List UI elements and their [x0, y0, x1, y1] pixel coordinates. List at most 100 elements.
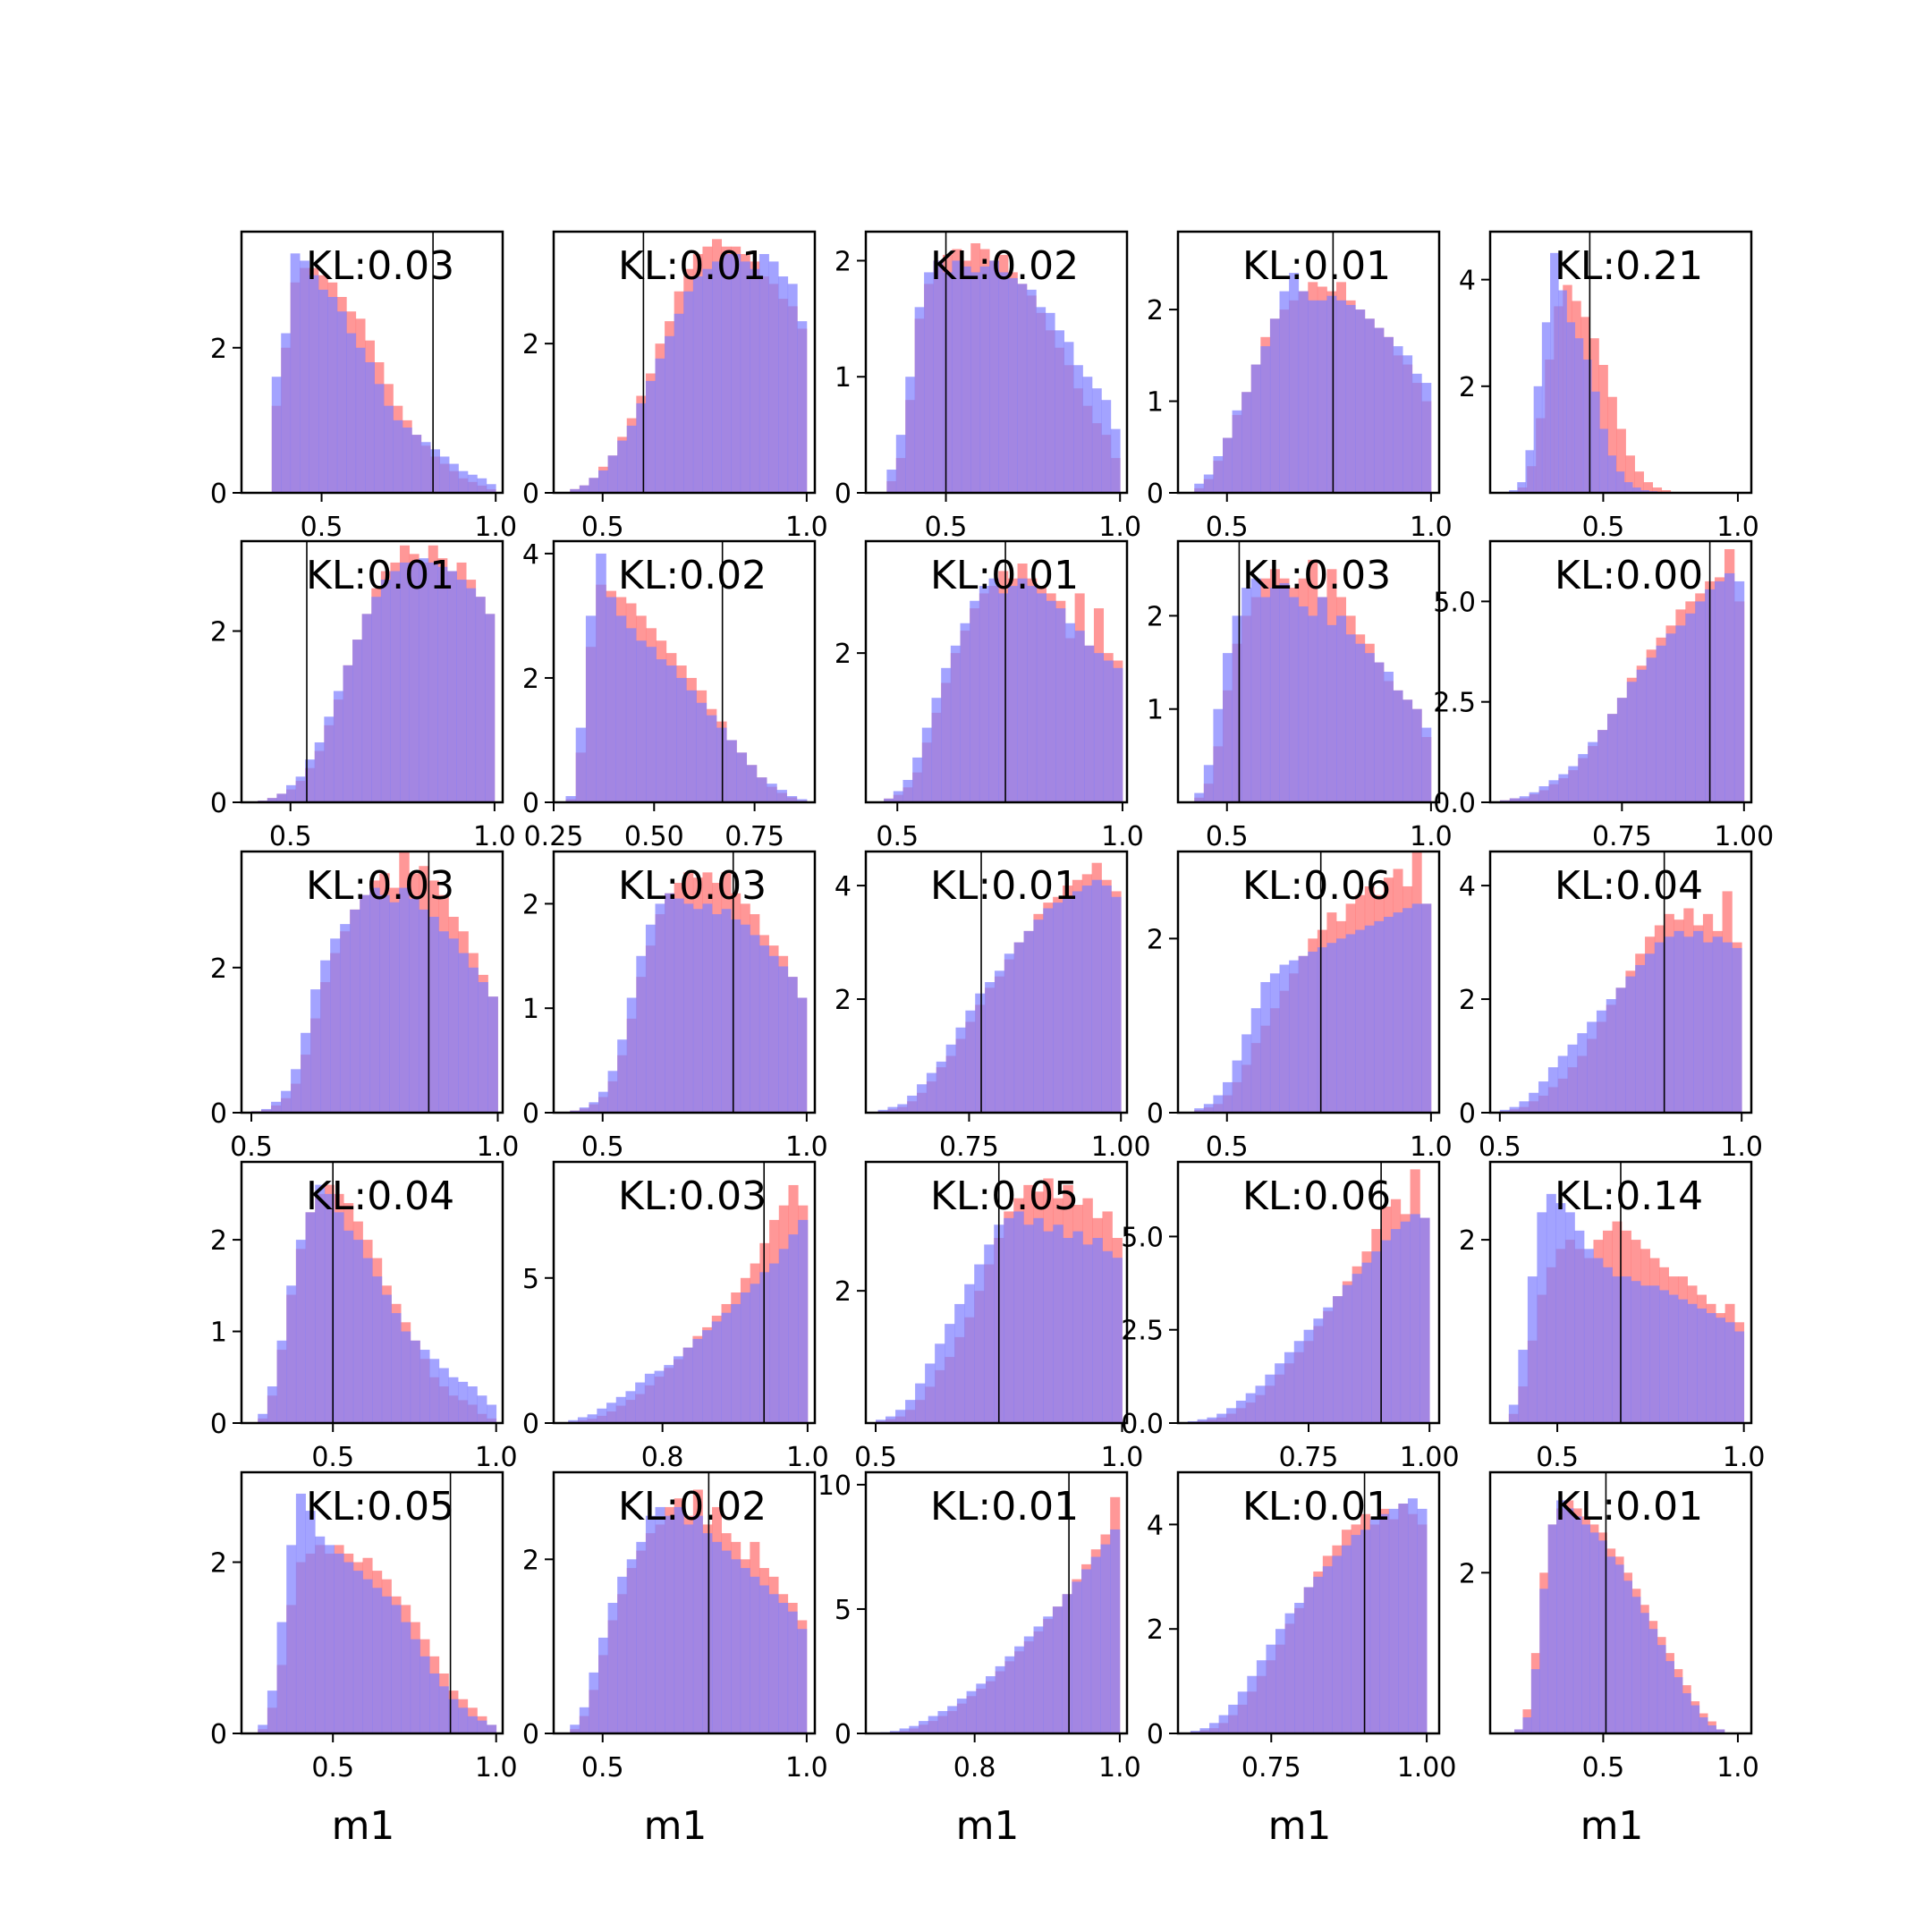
bar-blue	[1636, 669, 1648, 802]
bar-blue	[636, 640, 647, 802]
bar-blue	[399, 887, 410, 1113]
bar-blue	[1533, 386, 1543, 493]
bar-blue	[1706, 1313, 1716, 1423]
bar-blue	[1541, 322, 1551, 493]
x-tick-label: 0.5	[311, 1442, 354, 1473]
bar-blue	[286, 1285, 297, 1423]
bar-blue	[1072, 1231, 1083, 1423]
bar-blue	[324, 1193, 335, 1423]
bar-blue	[635, 1382, 646, 1423]
bar-blue	[1606, 714, 1618, 802]
bar-blue	[352, 1240, 363, 1423]
y-tick-label: 4	[1459, 871, 1476, 902]
bar-blue	[1400, 1221, 1411, 1423]
bar-blue	[1023, 930, 1034, 1113]
bar-blue	[956, 1699, 967, 1733]
x-tick-label: 1.0	[1101, 1442, 1144, 1473]
bar-blue	[301, 1032, 311, 1113]
bar-blue	[756, 777, 767, 802]
axes-frame	[1488, 850, 1753, 1114]
bar-blue	[267, 1690, 277, 1733]
bar-blue	[1341, 1545, 1352, 1733]
bar-blue	[314, 741, 325, 802]
bar-blue	[1411, 903, 1422, 1113]
bar-blue	[1072, 891, 1083, 1113]
kl-annotation: KL:0.01	[618, 243, 767, 289]
bar-blue	[390, 571, 401, 802]
bar-blue	[925, 1363, 936, 1423]
bar-blue	[589, 1672, 599, 1733]
panel-0-1: 0.5 1.0 0 2 KL:0.01	[522, 230, 828, 543]
bar-blue	[645, 380, 656, 493]
bar-blue	[686, 690, 697, 802]
panel-3-4: 0.5 1.0 2 KL:0.14	[1459, 1160, 1766, 1473]
bar-blue	[1326, 624, 1337, 802]
bar-blue	[467, 1386, 478, 1423]
x-tick-label: 0.5	[301, 512, 343, 543]
bar-blue	[1656, 645, 1666, 802]
y-tick-label: 0	[210, 1409, 227, 1440]
bar-blue	[740, 924, 750, 1113]
bar-blue	[1402, 908, 1413, 1113]
x-tick-label: 0.5	[854, 1442, 897, 1473]
bar-blue	[1529, 792, 1539, 802]
bar-blue	[787, 977, 798, 1113]
bar-blue	[656, 659, 667, 802]
bar-blue	[712, 261, 723, 493]
bar-blue	[1640, 1285, 1650, 1423]
bar-blue	[702, 268, 713, 493]
bar-blue	[696, 702, 708, 802]
bar-blue	[1203, 765, 1214, 802]
bar-blue	[1308, 615, 1318, 802]
bar-blue	[315, 1184, 326, 1423]
bar-blue	[1197, 1419, 1208, 1423]
bar-blue	[1678, 1299, 1688, 1423]
bar-blue	[1393, 690, 1403, 802]
series-blue	[1508, 1193, 1745, 1423]
bar-blue	[1008, 277, 1018, 493]
bar-blue	[1043, 1616, 1054, 1733]
bar-blue	[746, 765, 758, 802]
x-tick-label: 1.0	[477, 1131, 520, 1163]
axes-frame	[240, 850, 504, 1114]
axes-frame	[1176, 230, 1441, 495]
series-blue	[251, 887, 498, 1113]
x-tick-label: 1.0	[1716, 512, 1759, 543]
bar-blue	[456, 580, 467, 802]
bar-blue	[1529, 1092, 1539, 1113]
axes-frame	[240, 539, 504, 804]
bar-blue	[570, 488, 580, 493]
x-tick-label: 1.0	[475, 1442, 518, 1473]
bar-blue	[381, 1596, 392, 1733]
x-axis-label: m1	[1580, 1803, 1644, 1849]
bar-blue	[974, 1264, 985, 1423]
bar-blue	[961, 266, 971, 493]
bar-blue	[568, 1419, 579, 1423]
bar-blue	[626, 425, 637, 493]
bar-blue	[1702, 942, 1714, 1113]
panel-3-1: 0.8 1.0 0 5 KL:0.03	[522, 1160, 829, 1473]
bar-blue	[740, 1568, 750, 1733]
bar-blue	[1289, 597, 1300, 802]
bar-blue	[1683, 936, 1694, 1113]
bar-blue	[1317, 597, 1327, 802]
bar-blue	[1602, 1267, 1613, 1423]
bar-blue	[1004, 953, 1015, 1113]
bar-red	[1607, 396, 1617, 493]
bar-blue	[1383, 917, 1394, 1113]
bar-blue	[1518, 1350, 1529, 1423]
bar-blue	[712, 914, 723, 1113]
panel-1-4: 0.75 1.00 0.0 2.5 5.0 KL:0.00	[1433, 539, 1774, 852]
x-tick-label: 0.75	[1592, 821, 1652, 852]
bar-blue	[1374, 920, 1385, 1113]
bar-blue	[740, 1292, 751, 1423]
bar-blue	[617, 1039, 628, 1113]
y-tick-label: 0	[1459, 1098, 1476, 1130]
bar-blue	[1582, 360, 1592, 493]
bar-blue	[1732, 947, 1742, 1113]
bar-blue	[1374, 662, 1385, 802]
bar-blue	[1265, 1374, 1275, 1423]
bar-blue	[343, 1562, 354, 1733]
bar-blue	[1607, 455, 1617, 493]
bar-blue	[1093, 653, 1105, 802]
